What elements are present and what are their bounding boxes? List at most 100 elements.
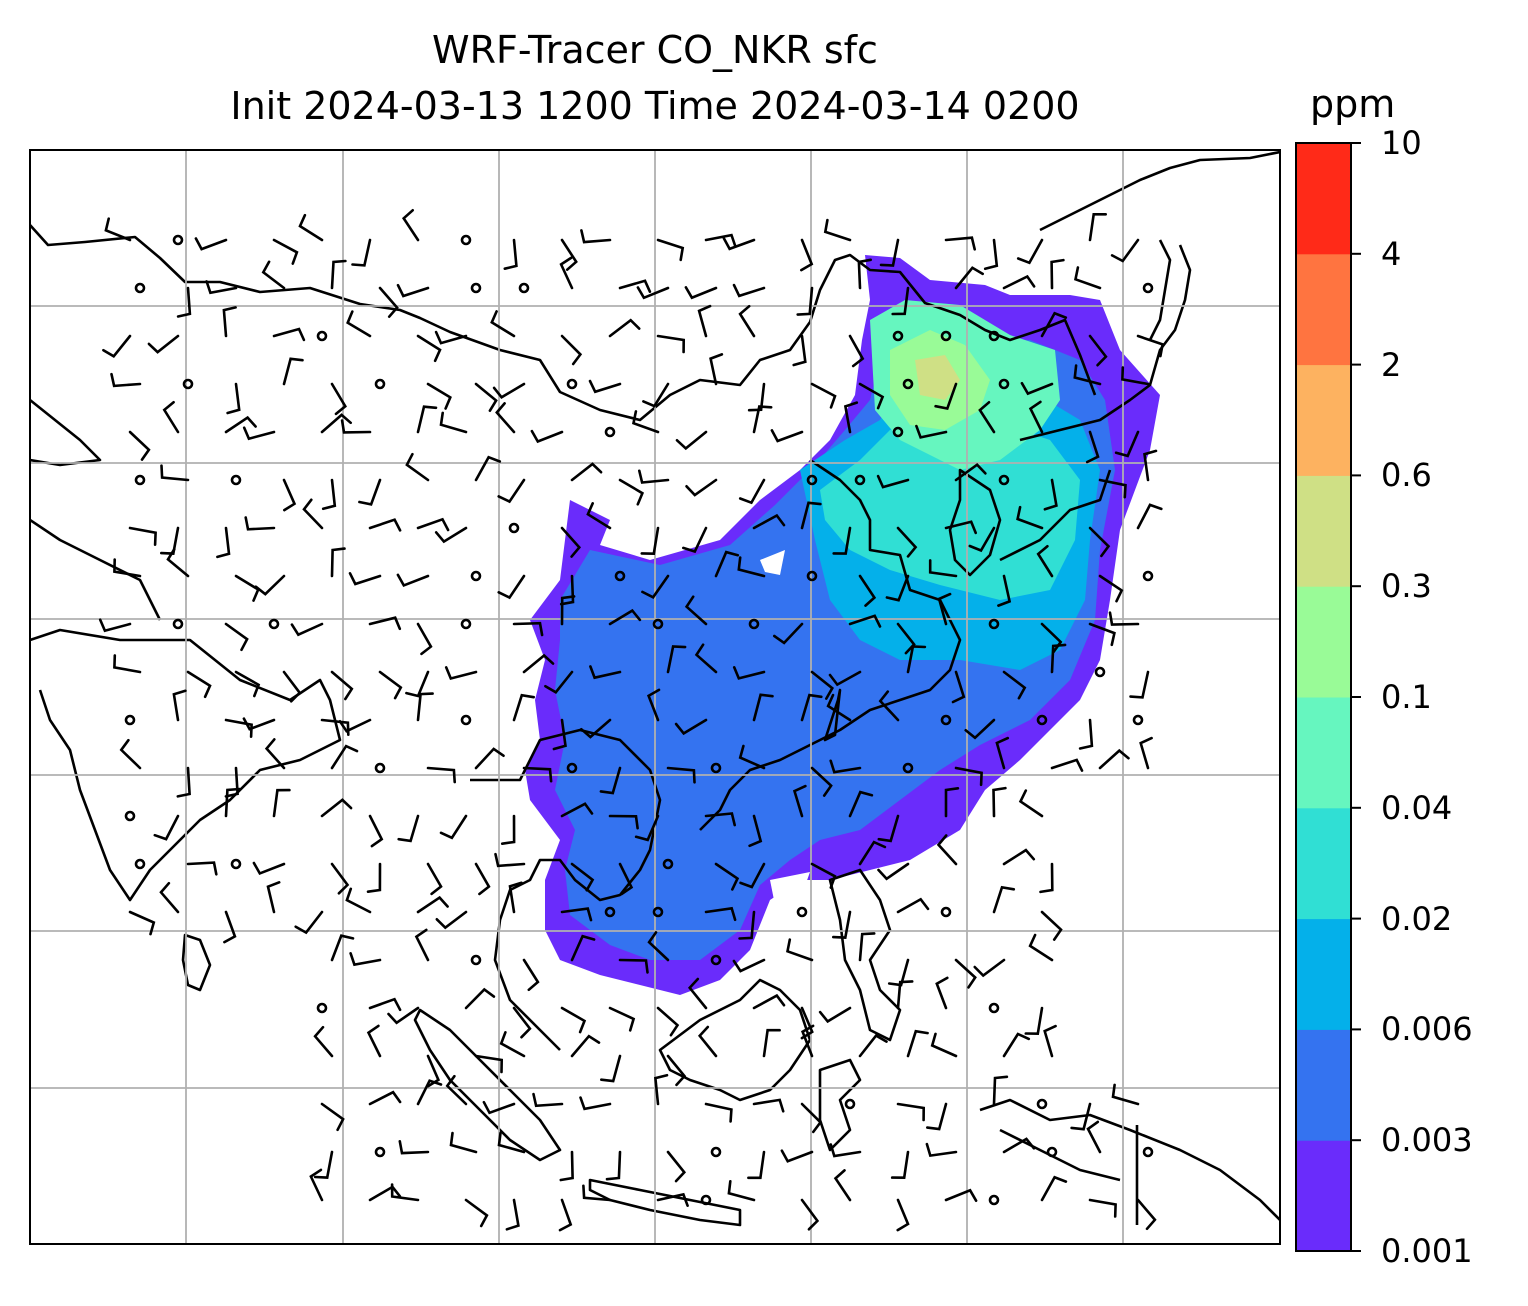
- calm-wind-marker: [134, 474, 146, 486]
- wind-barb: [368, 616, 402, 631]
- wind-barb: [482, 1100, 516, 1115]
- wind-barb: [492, 382, 526, 399]
- coastline-sulawesi: [818, 1058, 862, 1152]
- calm-wind-marker: [470, 570, 482, 582]
- wind-barb: [495, 402, 516, 434]
- wind-barb: [796, 286, 814, 316]
- wind-barb: [244, 516, 276, 531]
- wind-barb: [110, 372, 142, 388]
- wind-barb: [128, 526, 157, 546]
- colorbar-tick-label: 0.6: [1381, 456, 1432, 495]
- wind-barb: [1088, 526, 1111, 558]
- wind-barb: [224, 766, 239, 798]
- calm-wind-marker: [230, 474, 242, 486]
- wind-barb: [738, 744, 766, 770]
- wind-barb: [416, 405, 438, 434]
- wind-barb: [823, 218, 852, 242]
- wind-barb: [366, 1024, 382, 1058]
- wind-barb: [954, 958, 977, 989]
- wind-barb: [505, 1198, 520, 1231]
- wind-barb: [848, 334, 865, 368]
- wind-barb: [848, 614, 882, 628]
- colorbar-segment: [1296, 364, 1351, 476]
- wind-barb: [397, 814, 420, 843]
- wind-barb: [401, 209, 420, 242]
- calm-wind-marker: [374, 1146, 386, 1158]
- calm-wind-marker: [748, 618, 760, 630]
- calm-wind-marker: [988, 1194, 1000, 1206]
- calm-wind-marker: [614, 570, 626, 582]
- coastline-korea: [948, 468, 1002, 577]
- wind-barb: [1036, 544, 1054, 578]
- calm-wind-marker: [460, 234, 472, 246]
- calm-wind-marker: [1036, 714, 1048, 726]
- wind-barb: [832, 910, 852, 939]
- colorbar-segment: [1296, 807, 1351, 920]
- wind-barb: [906, 645, 927, 674]
- calm-wind-marker: [172, 618, 184, 630]
- wind-barb: [570, 862, 595, 892]
- calm-wind-marker: [940, 906, 952, 918]
- wind-barb: [739, 862, 766, 889]
- wind-barb: [704, 906, 737, 922]
- wind-barb: [560, 595, 576, 626]
- wind-barb: [858, 1033, 888, 1058]
- wind-barb: [1074, 266, 1102, 290]
- wind-barb: [474, 455, 502, 482]
- wind-barb: [1073, 364, 1102, 386]
- wind-barb: [818, 1006, 852, 1024]
- wind-barb: [674, 718, 708, 736]
- wind-barb: [330, 259, 347, 290]
- wind-barb: [810, 766, 833, 797]
- wind-barb: [439, 814, 468, 840]
- wind-barb: [224, 415, 257, 434]
- wind-barb: [732, 666, 766, 680]
- wind-barb: [828, 670, 862, 687]
- wind-barb: [600, 1054, 622, 1083]
- wind-barb: [992, 885, 1016, 914]
- wind-barb: [358, 478, 382, 506]
- wind-barb: [1143, 449, 1158, 482]
- colorbar-segment: [1296, 586, 1351, 698]
- wind-barb: [608, 814, 639, 830]
- wind-barb: [792, 784, 807, 818]
- coastlines: [30, 150, 1280, 1227]
- wind-barb: [1018, 789, 1044, 818]
- wind-barb: [445, 1074, 468, 1106]
- wind-barb: [638, 469, 670, 484]
- calm-wind-marker: [796, 906, 808, 918]
- wind-barb: [885, 574, 910, 602]
- wind-barb: [570, 1034, 601, 1058]
- wind-barb: [738, 304, 756, 338]
- wind-barb: [444, 666, 478, 681]
- wind-barb: [497, 574, 526, 600]
- wind-barb: [1108, 611, 1140, 626]
- calm-wind-marker: [998, 474, 1010, 486]
- wind-barb: [978, 401, 996, 434]
- wind-barb: [313, 1025, 334, 1058]
- colorbar-frame: [1295, 142, 1352, 1252]
- wind-barb: [330, 382, 347, 416]
- wind-barb: [666, 645, 687, 674]
- wind-barb: [732, 283, 766, 298]
- wind-barb: [641, 574, 670, 599]
- wind-barb: [261, 260, 286, 290]
- calm-wind-marker: [806, 474, 818, 486]
- wind-barb: [224, 787, 241, 818]
- wind-barb: [160, 464, 190, 482]
- wind-barb: [176, 286, 192, 318]
- wind-barb: [224, 622, 249, 652]
- wind-barb: [926, 1102, 948, 1131]
- coastline-borneo: [658, 978, 812, 1102]
- calm-wind-marker: [460, 714, 472, 726]
- wind-barb: [1050, 258, 1065, 290]
- coastline-new-guinea: [979, 1098, 1280, 1221]
- wind-barb: [416, 1079, 443, 1106]
- wind-barb: [416, 895, 449, 914]
- wind-barb: [937, 592, 952, 626]
- colorbar-tick-label: 4: [1381, 234, 1402, 273]
- wind-barbs: [98, 209, 1165, 1232]
- wind-barb: [858, 840, 887, 866]
- wind-barb: [685, 478, 718, 497]
- wind-barb: [512, 1006, 532, 1039]
